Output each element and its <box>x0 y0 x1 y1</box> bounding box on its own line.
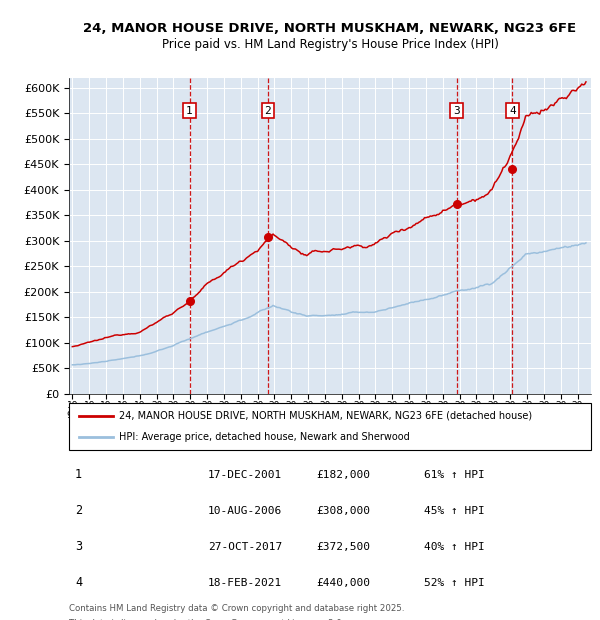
Text: £440,000: £440,000 <box>316 578 370 588</box>
Text: 2: 2 <box>75 505 82 517</box>
Text: 45% ↑ HPI: 45% ↑ HPI <box>424 506 485 516</box>
Text: 40% ↑ HPI: 40% ↑ HPI <box>424 542 485 552</box>
Text: HPI: Average price, detached house, Newark and Sherwood: HPI: Average price, detached house, Newa… <box>119 432 409 442</box>
Text: Contains HM Land Registry data © Crown copyright and database right 2025.: Contains HM Land Registry data © Crown c… <box>69 604 404 613</box>
Text: 10-AUG-2006: 10-AUG-2006 <box>208 506 283 516</box>
Text: 4: 4 <box>75 577 82 589</box>
Text: £308,000: £308,000 <box>316 506 370 516</box>
Text: 18-FEB-2021: 18-FEB-2021 <box>208 578 283 588</box>
Text: £372,500: £372,500 <box>316 542 370 552</box>
Text: 52% ↑ HPI: 52% ↑ HPI <box>424 578 485 588</box>
Text: 1: 1 <box>186 105 193 116</box>
Text: 3: 3 <box>453 105 460 116</box>
Text: 27-OCT-2017: 27-OCT-2017 <box>208 542 283 552</box>
Text: Price paid vs. HM Land Registry's House Price Index (HPI): Price paid vs. HM Land Registry's House … <box>161 38 499 51</box>
Text: 2: 2 <box>265 105 271 116</box>
Text: 3: 3 <box>75 541 82 553</box>
Text: 17-DEC-2001: 17-DEC-2001 <box>208 470 283 480</box>
Text: 4: 4 <box>509 105 516 116</box>
FancyBboxPatch shape <box>69 403 591 450</box>
Text: £182,000: £182,000 <box>316 470 370 480</box>
Text: 61% ↑ HPI: 61% ↑ HPI <box>424 470 485 480</box>
Text: 24, MANOR HOUSE DRIVE, NORTH MUSKHAM, NEWARK, NG23 6FE (detached house): 24, MANOR HOUSE DRIVE, NORTH MUSKHAM, NE… <box>119 410 532 420</box>
Text: 1: 1 <box>75 469 82 481</box>
Text: 24, MANOR HOUSE DRIVE, NORTH MUSKHAM, NEWARK, NG23 6FE: 24, MANOR HOUSE DRIVE, NORTH MUSKHAM, NE… <box>83 22 577 35</box>
